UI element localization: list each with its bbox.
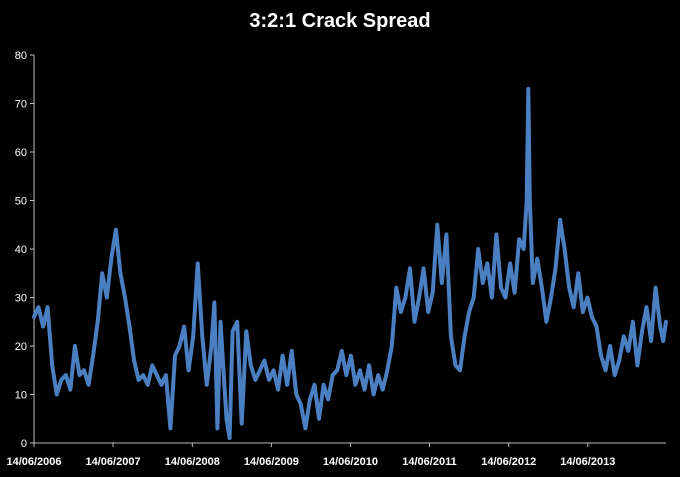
- x-tick-label: 14/06/2009: [244, 456, 299, 468]
- series-layer: [32, 86, 668, 441]
- x-tick-label: 14/06/2012: [481, 456, 536, 468]
- y-ticks: 0 10 20 30 40 50 60 70 80: [15, 50, 34, 450]
- axes: [33, 55, 666, 444]
- x-tick-label: 14/06/2013: [560, 456, 615, 468]
- y-tick-label: 80: [15, 50, 27, 62]
- x-tick-label: 14/06/2006: [6, 456, 61, 468]
- x-tick-label: 14/06/2010: [323, 456, 378, 468]
- chart-title: 3:2:1 Crack Spread: [249, 10, 431, 32]
- y-tick-label: 20: [15, 341, 27, 353]
- y-tick-label: 0: [21, 438, 27, 450]
- y-tick-label: 10: [15, 390, 27, 402]
- y-tick-label: 70: [15, 99, 27, 111]
- x-tick-label: 14/06/2007: [86, 456, 141, 468]
- x-tick-label: 14/06/2011: [402, 456, 456, 468]
- x-ticks: 14/06/2006 14/06/2007 14/06/2008 14/06/2009…: [6, 443, 615, 468]
- x-tick-label: 14/06/2008: [165, 456, 220, 468]
- y-tick-label: 60: [15, 147, 27, 159]
- y-tick-label: 50: [15, 196, 27, 208]
- y-tick-label: 30: [15, 293, 27, 305]
- y-tick-label: 40: [15, 244, 27, 256]
- series-line: [32, 86, 668, 441]
